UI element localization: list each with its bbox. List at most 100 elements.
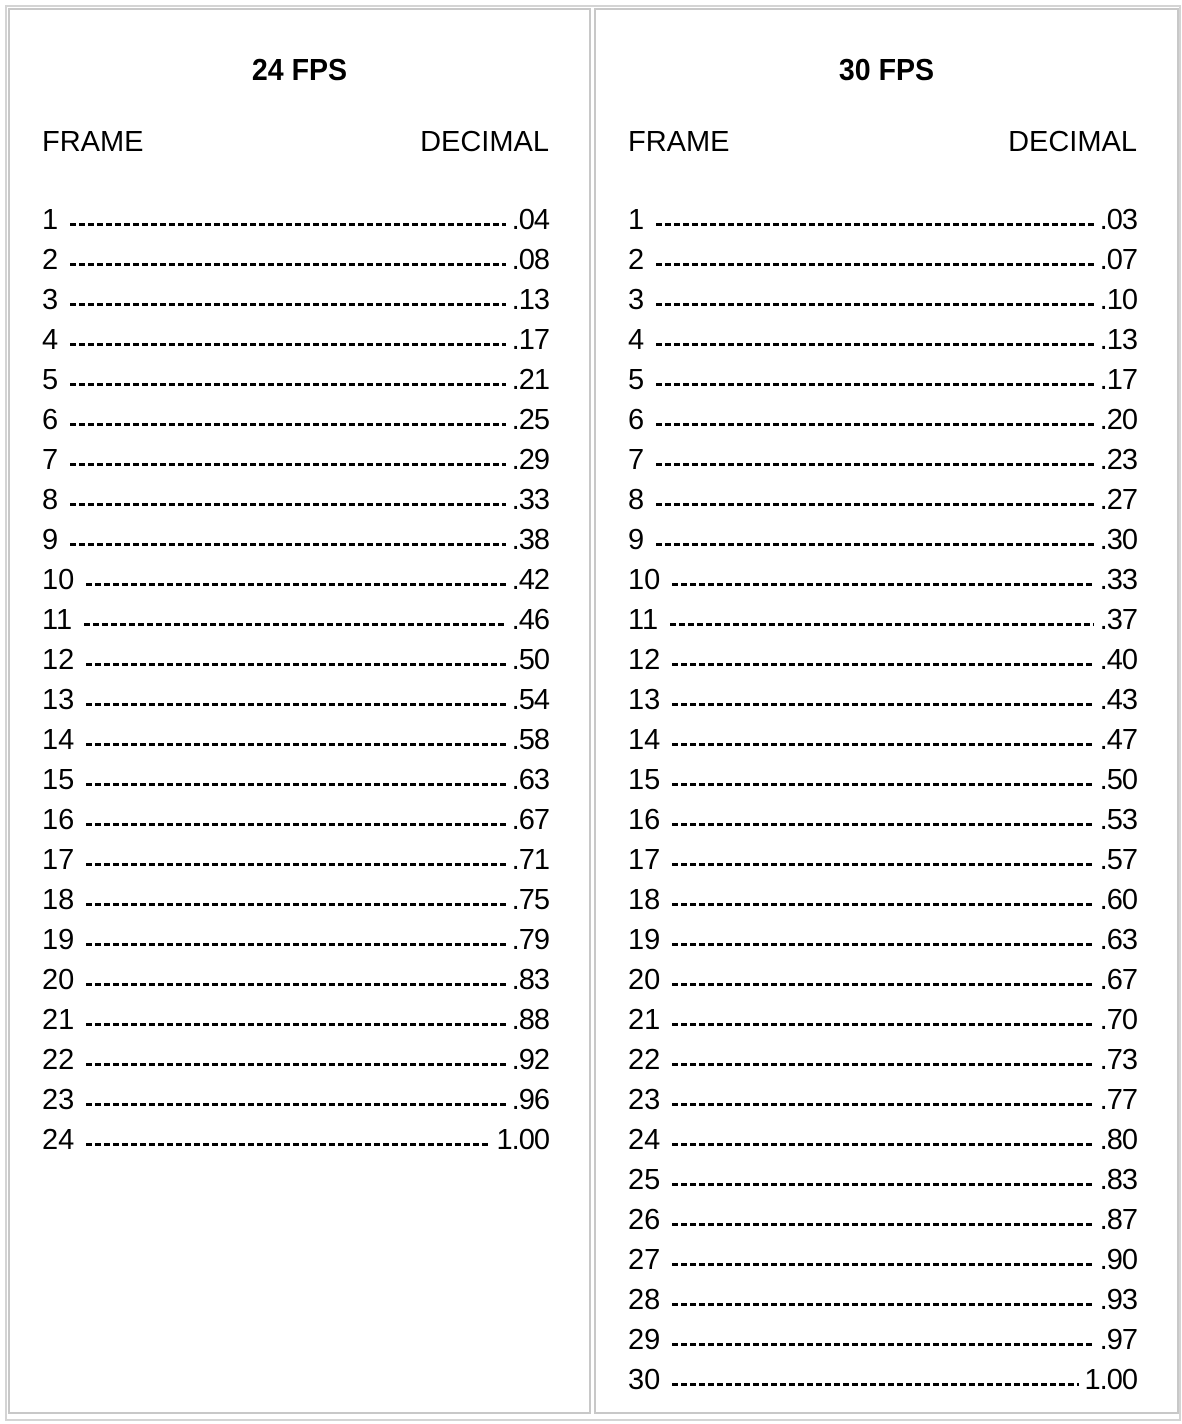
frame-number: 19 <box>42 923 75 956</box>
table-row: 13.43 <box>628 680 1138 720</box>
frame-number: 1 <box>42 203 59 236</box>
decimal-value: .04 <box>511 203 550 236</box>
decimal-header: DECIMAL <box>420 126 549 158</box>
decimal-value: .96 <box>511 1083 550 1116</box>
table-row: 12.50 <box>42 640 550 680</box>
decimal-value: .92 <box>511 1043 550 1076</box>
dash-leader <box>672 1382 1079 1386</box>
frame-number: 1 <box>628 203 645 236</box>
frame-number: 23 <box>628 1083 661 1116</box>
dash-leader <box>86 942 506 946</box>
frame-number: 20 <box>628 963 661 996</box>
decimal-value: .17 <box>511 323 550 356</box>
decimal-value: .33 <box>1099 563 1138 596</box>
dash-leader <box>672 582 1094 586</box>
frame-number: 4 <box>628 323 645 356</box>
decimal-value: .63 <box>1099 923 1138 956</box>
table-row: 3.13 <box>42 280 550 320</box>
table-row: 26.87 <box>628 1200 1138 1240</box>
dash-leader <box>70 462 506 466</box>
frame-number: 14 <box>628 723 661 756</box>
table-row: 8.27 <box>628 480 1138 520</box>
decimal-value: 1.00 <box>496 1123 550 1156</box>
table-row: 10.42 <box>42 560 550 600</box>
table-row: 5.21 <box>42 360 550 400</box>
decimal-value: .30 <box>1099 523 1138 556</box>
decimal-value: .20 <box>1099 403 1138 436</box>
frame-number: 19 <box>628 923 661 956</box>
dash-leader <box>672 782 1094 786</box>
decimal-value: .46 <box>511 603 550 636</box>
frame-header: FRAME <box>628 126 730 158</box>
decimal-value: .25 <box>511 403 550 436</box>
dash-leader <box>656 502 1094 506</box>
dash-leader <box>86 822 506 826</box>
frame-number: 7 <box>42 443 59 476</box>
decimal-value: .83 <box>1099 1163 1138 1196</box>
dash-leader <box>672 902 1094 906</box>
frame-number: 9 <box>42 523 59 556</box>
dash-leader <box>70 262 506 266</box>
table-30fps: 30 FPS FRAME DECIMAL 1.03 2.07 3.10 4.13 5.1… <box>594 8 1179 1414</box>
decimal-value: .67 <box>511 803 550 836</box>
frame-number: 16 <box>628 803 661 836</box>
frame-number: 15 <box>628 763 661 796</box>
decimal-value: .07 <box>1099 243 1138 276</box>
column-headers: FRAME DECIMAL <box>628 126 1137 159</box>
table-row: 23.77 <box>628 1080 1138 1120</box>
decimal-value: .73 <box>1099 1043 1138 1076</box>
decimal-value: .03 <box>1099 203 1138 236</box>
frame-number: 6 <box>42 403 59 436</box>
dash-leader <box>672 1262 1094 1266</box>
frame-number: 22 <box>628 1043 661 1076</box>
table-row: 19.79 <box>42 920 550 960</box>
decimal-value: .54 <box>511 683 550 716</box>
decimal-value: .93 <box>1099 1283 1138 1316</box>
dash-leader <box>672 1022 1094 1026</box>
decimal-value: .42 <box>511 563 550 596</box>
table-row: 22.73 <box>628 1040 1138 1080</box>
dash-leader <box>656 422 1094 426</box>
table-row: 25.83 <box>628 1160 1138 1200</box>
decimal-value: .21 <box>511 363 550 396</box>
dash-leader <box>86 582 506 586</box>
table-row: 28.93 <box>628 1280 1138 1320</box>
dash-leader <box>672 942 1094 946</box>
dash-leader <box>672 1222 1094 1226</box>
decimal-value: .33 <box>511 483 550 516</box>
dash-leader <box>670 622 1094 626</box>
dash-leader <box>656 382 1094 386</box>
decimal-value: .08 <box>511 243 550 276</box>
frame-number: 4 <box>42 323 59 356</box>
table-row: 17.57 <box>628 840 1138 880</box>
decimal-value: .13 <box>511 283 550 316</box>
dash-leader <box>672 662 1094 666</box>
dash-leader <box>672 1342 1094 1346</box>
table-row: 13.54 <box>42 680 550 720</box>
decimal-value: .37 <box>1099 603 1138 636</box>
frame-number: 17 <box>628 843 661 876</box>
frame-number: 24 <box>628 1123 661 1156</box>
table-row: 21.88 <box>42 1000 550 1040</box>
frame-number: 5 <box>628 363 645 396</box>
frame-number: 29 <box>628 1323 661 1356</box>
table-row: 16.67 <box>42 800 550 840</box>
table-row: 6.20 <box>628 400 1138 440</box>
decimal-value: .90 <box>1099 1243 1138 1276</box>
frame-number: 10 <box>628 563 661 596</box>
dash-leader <box>86 862 506 866</box>
decimal-header: DECIMAL <box>1008 126 1137 158</box>
decimal-value: .17 <box>1099 363 1138 396</box>
decimal-value: .77 <box>1099 1083 1138 1116</box>
frame-number: 6 <box>628 403 645 436</box>
table-row: 19.63 <box>628 920 1138 960</box>
dash-leader <box>672 1182 1094 1186</box>
dash-leader <box>86 1062 506 1066</box>
frame-number: 12 <box>628 643 661 676</box>
table-row: 7.29 <box>42 440 550 480</box>
decimal-value: .43 <box>1099 683 1138 716</box>
table-row: 2.08 <box>42 240 550 280</box>
decimal-value: .38 <box>511 523 550 556</box>
table-row: 22.92 <box>42 1040 550 1080</box>
table-row: 4.17 <box>42 320 550 360</box>
